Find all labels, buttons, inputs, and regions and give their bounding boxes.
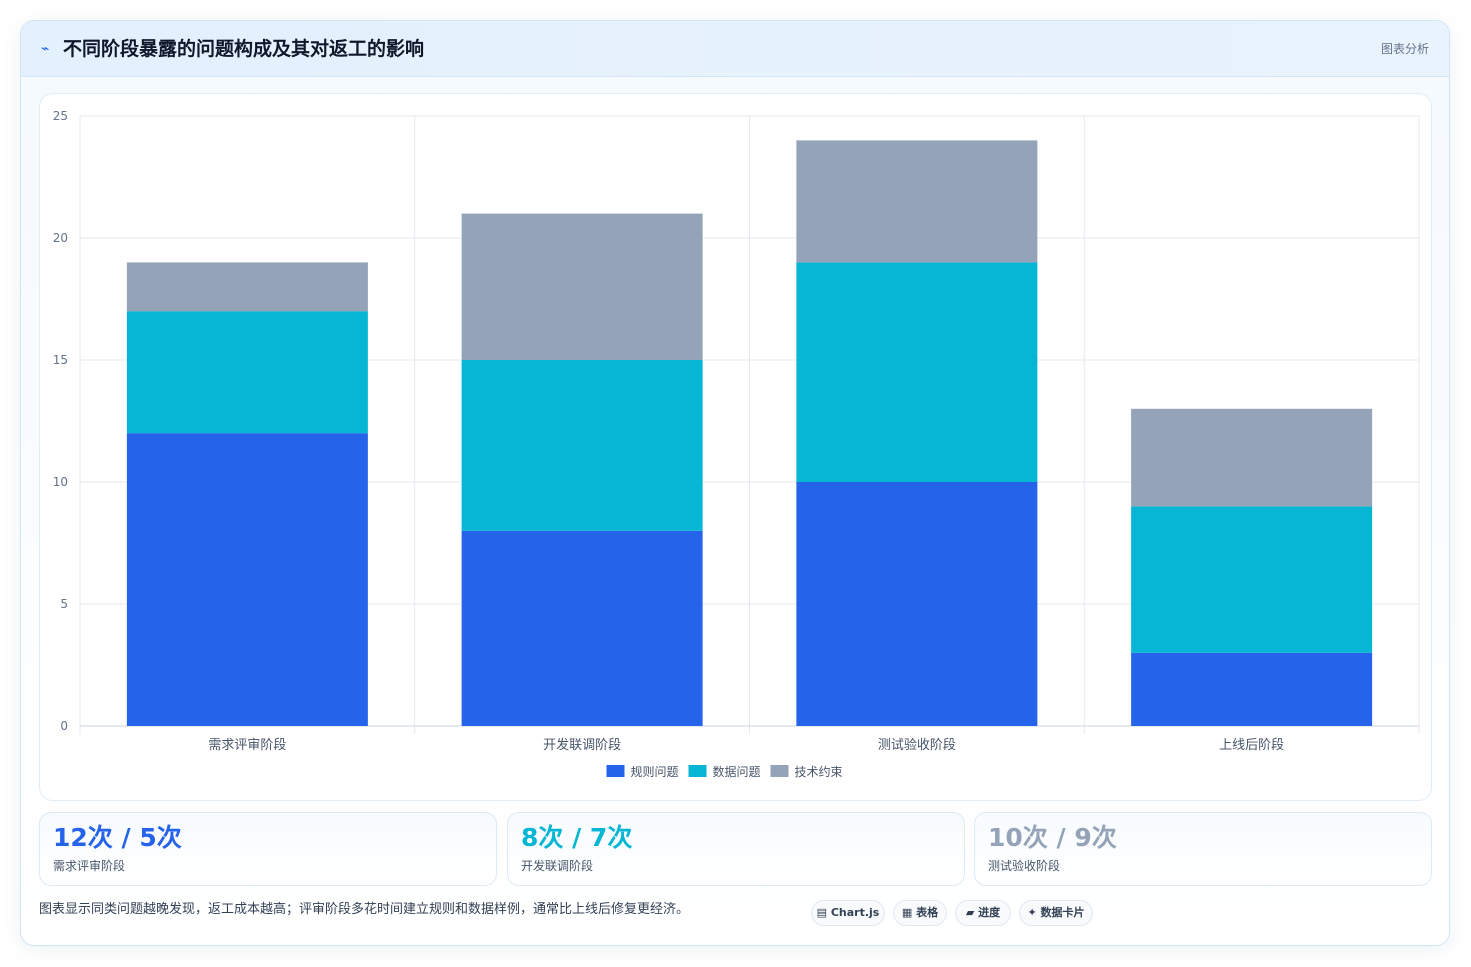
- bar-segment: [796, 482, 1038, 726]
- chip-progress[interactable]: ▰ 进度: [955, 900, 1011, 926]
- stat-label: 需求评审阶段: [53, 859, 126, 873]
- stat-label: 测试验收阶段: [988, 859, 1061, 873]
- bar-segment: [461, 530, 703, 726]
- card-tag: 图表分析: [1380, 42, 1429, 56]
- chip-data-cards[interactable]: ✦ 数据卡片: [1019, 900, 1093, 926]
- trend-icon: ⌁: [41, 41, 50, 57]
- chip-chartjs[interactable]: ▤ Chart.js: [811, 900, 885, 926]
- bar-segment: [1131, 506, 1373, 653]
- y-tick-label: 0: [60, 719, 68, 733]
- bar-segment: [461, 360, 703, 531]
- bar-segment: [796, 262, 1038, 482]
- chart-card: ⌁ 不同阶段暴露的问题构成及其对返工的影响 图表分析 0 5 10 15 20 25 需求评…: [20, 20, 1450, 946]
- bar-segment: [1131, 652, 1373, 726]
- chip-table[interactable]: ▦ 表格: [893, 900, 947, 926]
- card-title: 不同阶段暴露的问题构成及其对返工的影响: [63, 38, 425, 60]
- stat-label: 开发联调阶段: [521, 859, 594, 873]
- y-tick-label: 20: [53, 231, 68, 245]
- legend-swatch: [770, 765, 789, 777]
- stat-value: 8次 / 7次: [521, 823, 633, 852]
- legend-label: 数据问题: [713, 764, 761, 779]
- bar-segment: [126, 433, 368, 726]
- y-tick-label: 5: [60, 597, 68, 611]
- legend-swatch: [606, 765, 625, 777]
- stat-card-dev: 8次 / 7次 开发联调阶段: [507, 812, 965, 886]
- stat-value: 12次 / 5次: [53, 823, 182, 852]
- x-tick-label: 开发联调阶段: [543, 737, 621, 753]
- x-tick-label: 测试验收阶段: [878, 737, 956, 753]
- bar-segment: [126, 311, 368, 434]
- bar-segment: [126, 262, 368, 312]
- card-header: ⌁ 不同阶段暴露的问题构成及其对返工的影响 图表分析: [21, 21, 1449, 77]
- x-tick-label: 需求评审阶段: [208, 738, 286, 753]
- stat-card-test: 10次 / 9次 测试验收阶段: [974, 812, 1432, 886]
- footer-note: 图表显示同类问题越晚发现，返工成本越高；评审阶段多花时间建立规则和数据样例，通常…: [39, 902, 690, 917]
- bar-segment: [1131, 408, 1373, 507]
- stat-card-review: 12次 / 5次 需求评审阶段: [39, 812, 497, 886]
- legend-label: 规则问题: [631, 764, 679, 779]
- legend-swatch: [688, 765, 707, 777]
- legend-label: 技术约束: [795, 764, 843, 779]
- stat-value: 10次 / 9次: [988, 823, 1117, 852]
- y-tick-label: 15: [53, 353, 68, 367]
- bar-segment: [796, 140, 1038, 263]
- chart-panel: 0 5 10 15 20 25 需求评审阶段 开发联调阶段 测试验收阶段 上线后阶段规则问题 数据问…: [39, 93, 1432, 801]
- x-tick-label: 上线后阶段: [1219, 738, 1284, 753]
- y-tick-label: 10: [53, 475, 68, 489]
- bar-segment: [461, 213, 703, 360]
- y-tick-label: 25: [53, 109, 68, 123]
